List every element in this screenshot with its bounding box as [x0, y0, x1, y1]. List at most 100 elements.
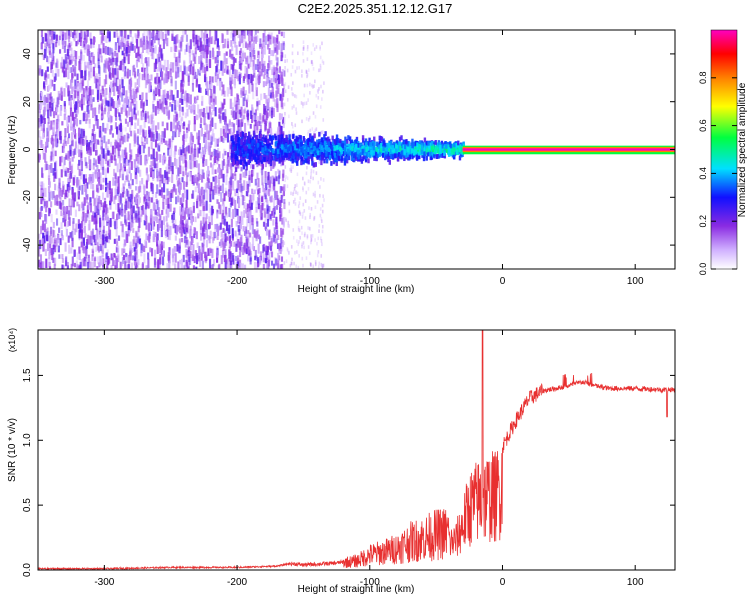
heatmap-cell: [228, 69, 232, 78]
heatmap-cell: [162, 216, 165, 226]
heatmap-cell: [62, 212, 65, 223]
heatmap-cell: [206, 189, 209, 200]
heatmap-cell: [301, 69, 303, 74]
heatmap-cell: [116, 68, 119, 78]
heatmap-cell: [305, 256, 308, 260]
heatmap-cell: [315, 127, 318, 131]
heatmap-cell: [133, 211, 136, 218]
heatmap-cell: [76, 107, 80, 115]
heatmap-cell: [136, 262, 139, 268]
heatmap-cell: [235, 241, 238, 246]
heatmap-cell: [251, 136, 255, 142]
heatmap-cell: [308, 206, 310, 210]
heatmap-cell: [234, 69, 237, 79]
heatmap-cell: [223, 98, 226, 105]
heatmap-cell: [254, 249, 257, 259]
heatmap-cell: [210, 264, 213, 269]
heatmap-cell: [84, 70, 87, 81]
heatmap-cell: [97, 156, 100, 161]
heatmap-cell: [177, 261, 180, 269]
heatmap-cell: [57, 119, 60, 129]
heatmap-cell: [157, 133, 160, 141]
heatmap-cell: [280, 98, 283, 108]
heatmap-cell: [49, 125, 52, 131]
heatmap-cell: [183, 212, 187, 220]
heatmap-cell: [91, 231, 94, 240]
heatmap-cell: [237, 103, 240, 114]
heatmap-cell: [120, 39, 123, 50]
heatmap-cell: [245, 236, 248, 247]
heatmap-cell: [291, 106, 294, 110]
heatmap-cell: [230, 162, 233, 169]
heatmap-cell: [252, 66, 255, 73]
heatmap-cell: [133, 235, 136, 245]
heatmap-cell: [222, 198, 225, 207]
heatmap-cell: [237, 75, 240, 82]
heatmap-cell: [298, 210, 301, 214]
heatmap-cell: [222, 128, 225, 137]
heatmap-cell: [196, 200, 199, 208]
heatmap-cell: [38, 246, 41, 257]
heatmap-cell: [249, 205, 252, 211]
heatmap-cell: [260, 159, 263, 164]
heatmap-cell: [292, 192, 294, 196]
heatmap-cell: [160, 230, 163, 238]
heatmap-cell: [166, 37, 169, 47]
heatmap-cell: [263, 65, 266, 76]
heatmap-cell: [267, 42, 270, 48]
heatmap-cell: [282, 169, 285, 178]
heatmap-cell: [230, 168, 233, 176]
heatmap-cell: [286, 98, 289, 102]
heatmap-cell: [302, 47, 305, 51]
heatmap-cell: [84, 65, 88, 71]
heatmap-cell: [278, 242, 281, 251]
heatmap-cell: [240, 62, 243, 71]
heatmap-cell: [58, 201, 61, 209]
heatmap-cell: [175, 35, 178, 44]
heatmap-cell: [38, 68, 41, 76]
heatmap-cell: [199, 87, 202, 93]
heatmap-cell: [212, 176, 215, 182]
heatmap-cell: [257, 234, 260, 240]
heatmap-cell: [276, 97, 279, 104]
heatmap-cell: [152, 120, 155, 131]
heatmap-cell: [168, 156, 171, 166]
heatmap-cell: [100, 106, 104, 116]
heatmap-cell: [239, 173, 242, 180]
heatmap-cell: [223, 148, 226, 156]
heatmap-cell: [161, 131, 164, 138]
heatmap-cell: [92, 184, 95, 190]
heatmap-cell: [230, 40, 233, 47]
heatmap-cell: [235, 255, 238, 261]
heatmap-cell: [68, 42, 71, 48]
heatmap-cell: [60, 169, 63, 178]
heatmap-cell: [182, 154, 185, 164]
heatmap-cell: [313, 84, 315, 88]
heatmap-cell: [221, 34, 224, 44]
heatmap-cell: [92, 36, 96, 45]
heatmap-cell: [124, 37, 127, 48]
heatmap-cell: [130, 149, 133, 157]
heatmap-cell: [318, 131, 321, 137]
heatmap-cell: [93, 134, 96, 144]
heatmap-cell: [280, 207, 283, 217]
heatmap-cell: [215, 65, 218, 77]
heatmap-cell: [177, 120, 180, 126]
heatmap-cell: [296, 183, 298, 188]
heatmap-cell: [216, 55, 219, 64]
heatmap-cell: [39, 136, 42, 145]
heatmap-cell: [47, 30, 50, 40]
heatmap-cell: [173, 184, 176, 193]
heatmap-cell: [258, 187, 261, 194]
heatmap-cell: [277, 234, 280, 240]
heatmap-cell: [188, 250, 191, 257]
heatmap-cell: [124, 213, 127, 223]
heatmap-cell: [182, 254, 185, 263]
heatmap-cell: [137, 118, 140, 126]
heatmap-cell: [214, 224, 217, 230]
heatmap-cell: [302, 211, 304, 216]
heatmap-cell: [200, 41, 203, 52]
heatmap-cell: [115, 257, 119, 269]
heatmap-cell: [126, 40, 130, 47]
heatmap-cell: [118, 88, 121, 97]
